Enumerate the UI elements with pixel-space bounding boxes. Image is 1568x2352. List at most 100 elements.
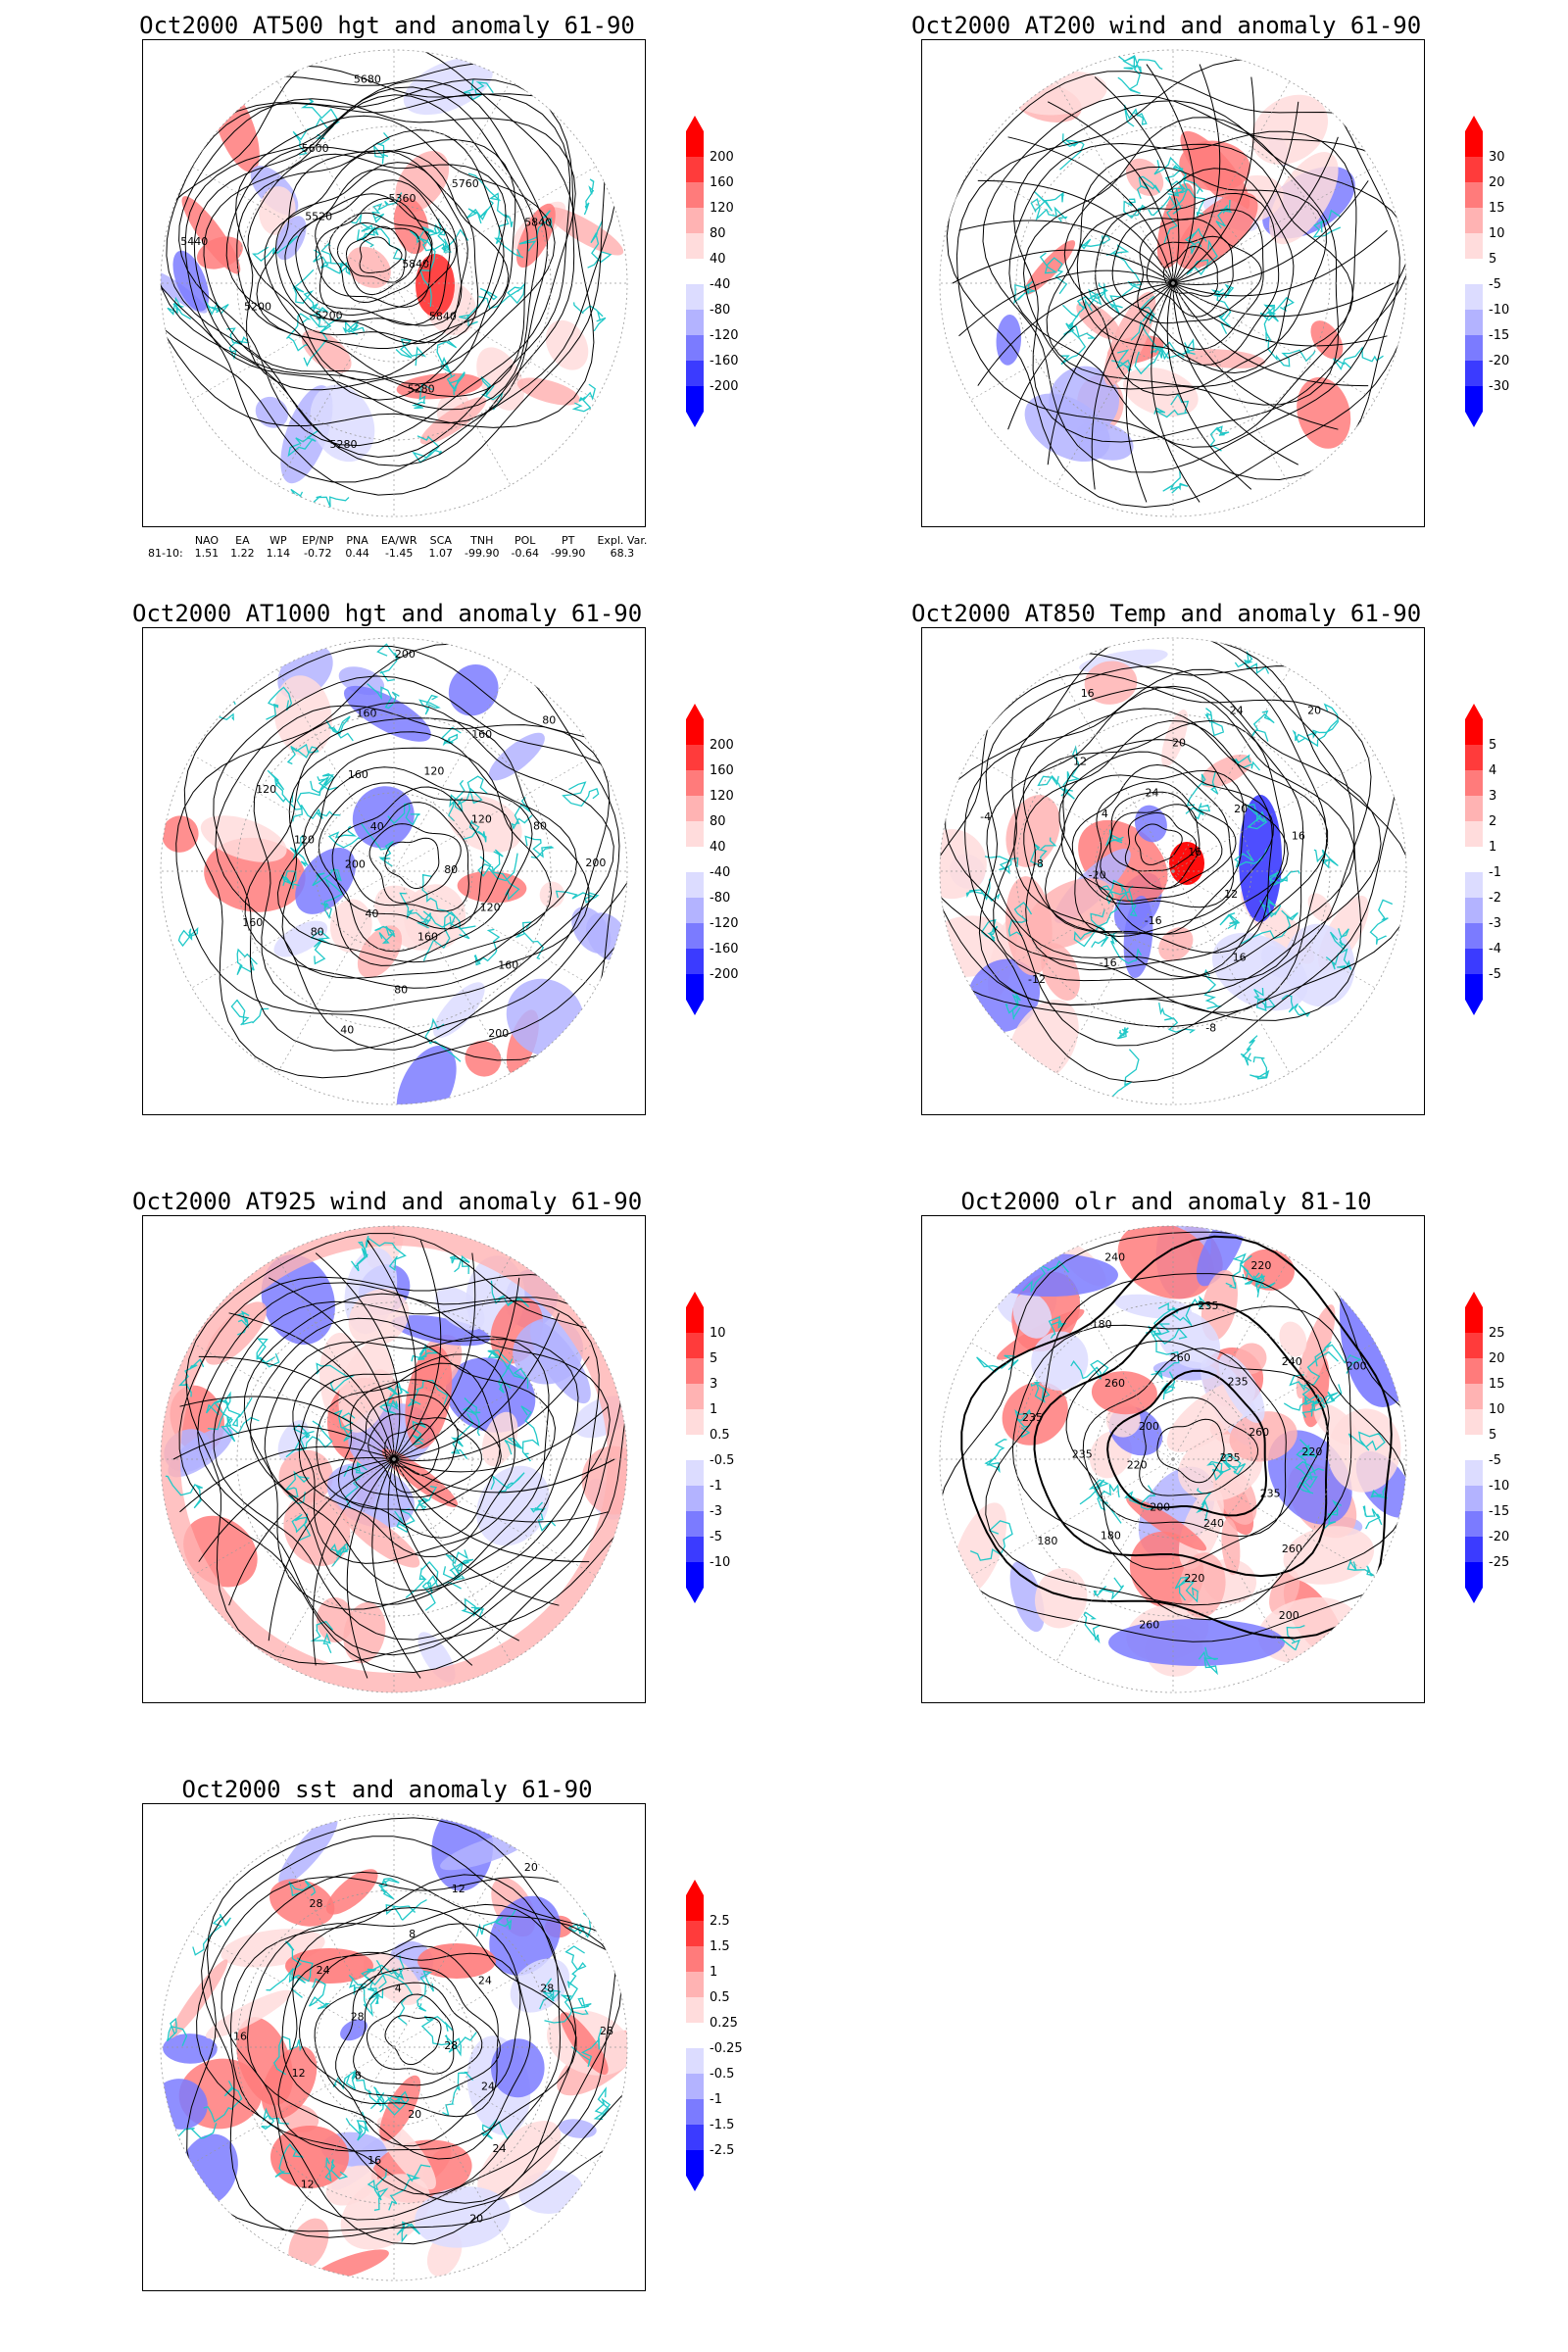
colorbar-tick-label: -200 <box>710 379 739 394</box>
panel-1000hgt: Oct2000 AT1000 hgt and anomaly 61-90 80 1… <box>132 588 916 1176</box>
colorbar-tick-label: 2.5 <box>710 1914 730 1929</box>
contour-label: 5200 <box>316 310 343 322</box>
positive-anomaly-area <box>200 815 287 862</box>
colorbar-tick-label: -3 <box>1489 916 1501 931</box>
header-cell: EA <box>235 534 250 547</box>
colorbar-tick-label: 3 <box>710 1377 717 1392</box>
colorbar-tick-label: -10 <box>1489 303 1509 318</box>
contour-label: 160 <box>471 728 492 741</box>
colorbar-tick-label: 80 <box>710 814 726 829</box>
contour-label: 120 <box>294 834 315 847</box>
contour-label: 5680 <box>354 73 381 85</box>
colorbar-tick-label: -5 <box>710 1530 722 1544</box>
contour-line <box>940 638 1362 1021</box>
contour-line <box>193 86 539 411</box>
positive-anomaly-area <box>1002 1382 1068 1446</box>
contour-line <box>1109 804 1200 889</box>
colorbar-segment <box>1465 1460 1483 1486</box>
header-cell: Expl. Var. <box>597 534 648 547</box>
contour-label: 160 <box>417 931 438 944</box>
coastlines <box>969 1252 1389 1676</box>
colorbar-tick-label: 40 <box>710 252 726 267</box>
negative-anomaly-area <box>310 384 375 463</box>
streamline <box>1151 282 1200 503</box>
contour-label: 235 <box>1260 1488 1281 1500</box>
map-svg: 80 120 160 200 160 80 40 40 80 160 200 120 120 40 160 1… <box>160 637 628 1105</box>
contour-line <box>368 823 462 905</box>
contour-line <box>235 115 556 391</box>
contour-label: 235 <box>1228 1376 1249 1389</box>
contour-label: 240 <box>1203 1517 1224 1530</box>
value-cell: 81-10: <box>148 547 183 560</box>
map-svg: 5840 5840 5280 5280 5200 5200 5440 5520 5600 5680… <box>160 49 628 517</box>
colorbar-segment <box>686 1435 704 1460</box>
positive-anomaly-area <box>419 397 487 445</box>
colorbar-tick-label: -20 <box>1489 1530 1509 1544</box>
colorbar-tick-label: -10 <box>710 1555 730 1570</box>
contour-line <box>978 665 1382 1005</box>
negative-anomaly-area <box>981 1253 1118 1297</box>
streamline <box>1172 282 1388 347</box>
contour-label: -8 <box>1033 858 1044 870</box>
contour-label: 20 <box>524 1861 538 1874</box>
negative-anomaly-area <box>445 1357 536 1433</box>
colorbar-segment <box>686 157 704 182</box>
colorbar-tick-label: 1 <box>710 1965 717 1980</box>
colorbar-segment <box>686 1460 704 1486</box>
colorbar-tick-label: 1.5 <box>710 1939 730 1954</box>
negative-anomaly-area <box>1009 1561 1045 1633</box>
colorbar-segment <box>686 847 704 872</box>
positive-anomaly-area <box>1023 240 1076 295</box>
negative-anomaly-area <box>163 2034 218 2064</box>
colorbar: 10 5 3 1 0.5 -0.5 -1 -3 -5 -10 <box>676 1292 755 1605</box>
colorbar-segment <box>686 1511 704 1537</box>
colorbar: 200 160 120 80 40 -40 -80 -120 -160 -200 <box>676 116 755 429</box>
colorbar-top-arrow <box>1465 116 1483 131</box>
contour-line <box>243 1293 611 1610</box>
map-svg <box>160 1225 628 1693</box>
colorbar-tick-label: -30 <box>1489 379 1509 394</box>
colorbar: 5 4 3 2 1 -1 -2 -3 -4 -5 <box>1455 704 1534 1017</box>
colorbar-tick-label: 5 <box>1489 738 1496 753</box>
contour-label: 260 <box>1170 1351 1191 1364</box>
colorbar-segment <box>1465 923 1483 949</box>
contour-line <box>276 747 553 963</box>
colorbar-segment <box>1465 259 1483 284</box>
contour-label: 5440 <box>180 235 208 248</box>
streamline <box>179 1396 395 1460</box>
colorbar-svg: 200 160 120 80 40 -40 -80 -120 -160 -200 <box>686 116 739 427</box>
positive-anomaly-area <box>343 1601 386 1664</box>
contour-label: 20 <box>1234 803 1248 815</box>
contour-label: 5600 <box>302 142 329 155</box>
colorbar-segment <box>686 898 704 923</box>
colorbar-segment <box>1465 1358 1483 1384</box>
colorbar-segment <box>686 974 704 1000</box>
colorbar-tick-label: -0.5 <box>710 2067 734 2082</box>
streamline <box>1172 76 1255 284</box>
colorbar-segment <box>686 719 704 745</box>
colorbar-bottom-arrow <box>686 1000 704 1015</box>
colorbar-segment <box>686 923 704 949</box>
contour-line <box>1023 719 1273 954</box>
colorbar-tick-label: -0.25 <box>710 2041 743 2056</box>
colorbar-segment <box>686 182 704 208</box>
contour-label: 16 <box>1081 687 1095 700</box>
contour-line <box>161 65 618 483</box>
contour-label: 235 <box>1022 1411 1043 1424</box>
contour-line <box>215 705 611 1051</box>
colorbar-segment <box>1465 157 1483 182</box>
streamline <box>958 220 1174 284</box>
colorbar-segment <box>686 208 704 233</box>
streamline <box>198 1355 395 1460</box>
coastlines <box>1013 52 1384 494</box>
colorbar-segment <box>686 131 704 157</box>
colorbar-segment <box>686 1895 704 1921</box>
positive-anomaly-area <box>1229 1411 1298 1462</box>
colorbar-svg: 10 5 3 1 0.5 -0.5 -1 -3 -5 -10 <box>686 1292 734 1603</box>
colorbar-top-arrow <box>686 1880 704 1895</box>
positive-anomaly-area <box>346 246 391 288</box>
negative-anomaly-area <box>488 732 545 781</box>
streamline <box>312 1458 395 1666</box>
contour-line <box>946 71 1406 509</box>
negative-anomaly-area <box>1012 1292 1053 1339</box>
